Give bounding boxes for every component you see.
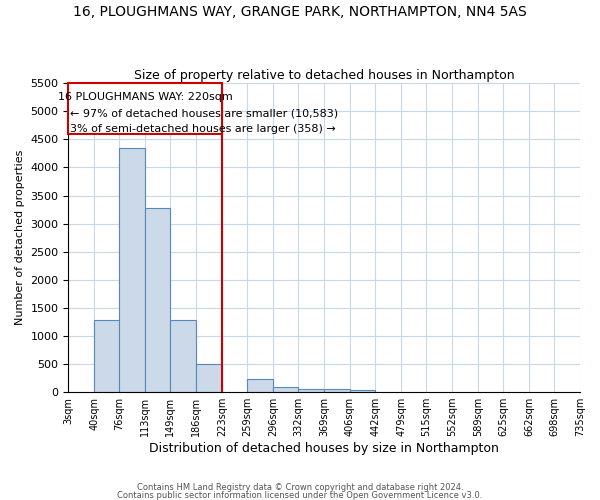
Text: Contains HM Land Registry data © Crown copyright and database right 2024.: Contains HM Land Registry data © Crown c… <box>137 483 463 492</box>
Bar <box>324 390 350 392</box>
Text: 3% of semi-detached houses are larger (358) →: 3% of semi-detached houses are larger (3… <box>70 124 335 134</box>
Bar <box>196 364 222 392</box>
Bar <box>247 379 273 392</box>
Text: 16, PLOUGHMANS WAY, GRANGE PARK, NORTHAMPTON, NN4 5AS: 16, PLOUGHMANS WAY, GRANGE PARK, NORTHAM… <box>73 5 527 19</box>
Bar <box>94 320 119 392</box>
Text: 16 PLOUGHMANS WAY: 220sqm: 16 PLOUGHMANS WAY: 220sqm <box>58 92 233 102</box>
Y-axis label: Number of detached properties: Number of detached properties <box>15 150 25 326</box>
Text: ← 97% of detached houses are smaller (10,583): ← 97% of detached houses are smaller (10… <box>70 108 338 118</box>
Title: Size of property relative to detached houses in Northampton: Size of property relative to detached ho… <box>134 69 515 82</box>
Bar <box>273 387 298 392</box>
Bar <box>350 390 375 392</box>
Bar <box>170 320 196 392</box>
Bar <box>145 208 170 392</box>
Bar <box>68 83 222 134</box>
X-axis label: Distribution of detached houses by size in Northampton: Distribution of detached houses by size … <box>149 442 499 455</box>
Bar <box>119 148 145 392</box>
Text: Contains public sector information licensed under the Open Government Licence v3: Contains public sector information licen… <box>118 490 482 500</box>
Bar <box>298 388 324 392</box>
